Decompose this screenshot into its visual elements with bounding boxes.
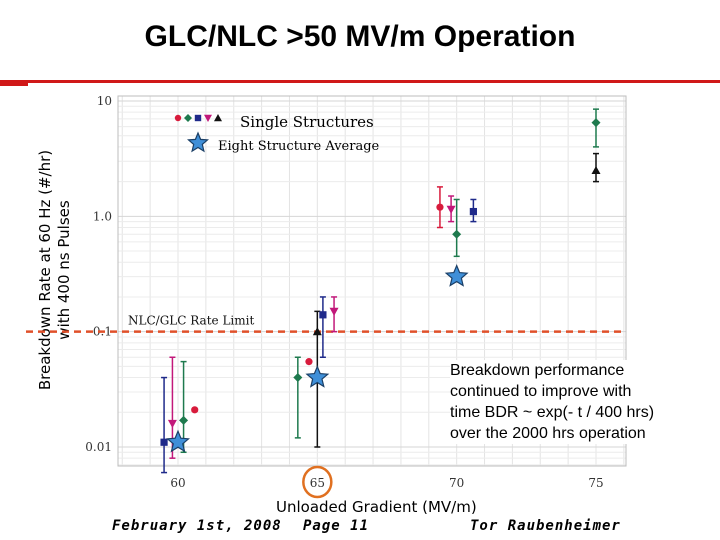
footer-page: Page 11	[303, 518, 370, 534]
x-axis-label: Unloaded Gradient (MV/m)	[276, 498, 477, 516]
highlighted-tick-circle	[302, 465, 333, 499]
annotation-line3: time BDR ~ exp(- t / 400 hrs)	[450, 404, 655, 421]
legend-marker	[194, 114, 202, 122]
legend-average-label: Eight Structure Average	[218, 139, 380, 154]
annotation-text: Breakdown performance continued to impro…	[450, 360, 710, 444]
footer-date: February 1st, 2008	[112, 518, 282, 534]
y-tick-label: 0.01	[85, 440, 112, 454]
legend-marker	[204, 114, 212, 122]
legend-star-marker	[187, 131, 209, 153]
footer-author: Tor Raubenheimer	[470, 518, 621, 534]
data-point	[293, 373, 303, 383]
data-point	[591, 165, 601, 175]
x-tick-label: 60	[170, 476, 185, 490]
title-rule-accent	[0, 82, 28, 86]
x-tick-label: 75	[588, 476, 603, 490]
legend: Single Structures Eight Structure Average	[174, 113, 380, 154]
y-tick-label: 1.0	[93, 209, 112, 223]
eight-structure-average-series	[166, 264, 469, 453]
rate-limit-label: NLC/GLC Rate Limit	[128, 314, 254, 328]
data-point	[319, 311, 327, 319]
legend-marker	[174, 114, 182, 122]
title-rule	[0, 80, 720, 83]
data-point	[591, 118, 601, 128]
data-point	[312, 327, 322, 336]
data-point	[446, 205, 456, 214]
annotation-line2: continued to improve with	[450, 383, 632, 400]
data-point	[167, 419, 177, 428]
x-tick-label: 70	[449, 476, 464, 490]
data-point	[191, 406, 199, 414]
x-tick-label: 65	[310, 476, 325, 490]
data-point	[179, 415, 189, 425]
y-tick-label: 10	[97, 94, 112, 108]
annotation-line4: over the 2000 hrs operation	[450, 425, 646, 442]
annotation-line1: Breakdown performance	[450, 362, 625, 379]
page-title: GLC/NLC >50 MV/m Operation	[144, 20, 576, 53]
data-point	[452, 229, 462, 239]
data-point	[329, 307, 339, 316]
average-point	[305, 365, 330, 388]
legend-marker	[214, 114, 222, 122]
data-point	[436, 203, 444, 211]
data-point	[469, 207, 477, 216]
legend-single-label: Single Structures	[240, 113, 374, 131]
legend-marker	[184, 114, 192, 122]
data-point	[160, 438, 168, 446]
average-point	[444, 264, 469, 287]
data-point	[305, 358, 313, 366]
average-point	[166, 429, 190, 453]
plot-frame	[117, 95, 627, 467]
